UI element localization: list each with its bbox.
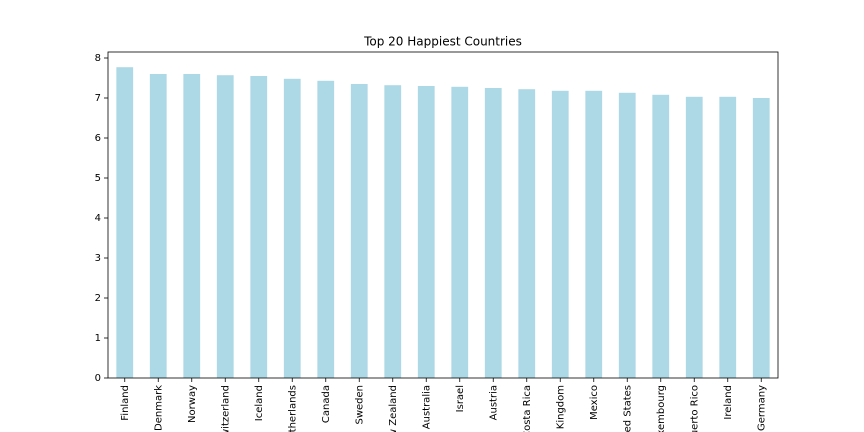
x-tick-label: Luxembourg	[656, 385, 667, 432]
x-tick-label: Australia	[421, 385, 432, 429]
x-tick-label: Netherlands	[287, 385, 298, 432]
bar	[685, 96, 703, 379]
bar	[652, 94, 670, 379]
bar	[417, 86, 435, 378]
x-tick-label: Canada	[321, 385, 332, 423]
x-tick-label: Sweden	[354, 385, 365, 425]
bar	[350, 84, 368, 378]
bar	[317, 80, 335, 379]
bar	[585, 90, 603, 379]
x-tick-label: Denmark	[153, 385, 164, 431]
x-tick-label: Israel	[455, 385, 466, 412]
x-tick-label: Austria	[488, 385, 499, 420]
bar	[384, 85, 402, 378]
x-tick-label: Puerto Rico	[689, 385, 700, 432]
x-tick-label: Costa Rica	[522, 385, 533, 432]
bar	[216, 75, 234, 378]
y-tick-label: 5	[95, 173, 101, 184]
x-tick-label: Germany	[756, 385, 767, 431]
x-tick-label: Norway	[187, 385, 198, 423]
chart-title: Top 20 Happiest Countries	[363, 35, 522, 49]
y-tick-label: 1	[95, 333, 101, 344]
bar	[719, 96, 737, 379]
y-tick-label: 8	[95, 53, 101, 64]
y-tick-label: 6	[95, 133, 101, 144]
y-tick-label: 2	[95, 293, 101, 304]
bar	[752, 98, 770, 378]
bar	[250, 76, 268, 378]
y-tick-label: 7	[95, 93, 101, 104]
y-tick-label: 3	[95, 253, 101, 264]
bar	[283, 78, 301, 379]
x-tick-label: Ireland	[723, 385, 734, 420]
x-tick-label: United Kingdom	[555, 385, 566, 432]
bar	[183, 74, 201, 378]
x-tick-label: Mexico	[589, 385, 600, 420]
plot-frame	[107, 51, 779, 379]
x-tick-label: Finland	[120, 385, 131, 421]
x-tick-label: United States	[622, 385, 633, 432]
x-tick-label: New Zealand	[388, 385, 399, 432]
bar	[149, 74, 167, 378]
y-tick-label: 0	[95, 373, 101, 384]
bar	[618, 92, 636, 379]
bar	[451, 86, 469, 379]
bar	[551, 90, 569, 379]
x-tick-label: Iceland	[254, 385, 265, 421]
bar	[116, 67, 134, 378]
y-tick-label: 4	[95, 213, 101, 224]
x-tick-label: Switzerland	[220, 385, 231, 432]
bar	[518, 89, 536, 378]
bar	[484, 88, 502, 378]
